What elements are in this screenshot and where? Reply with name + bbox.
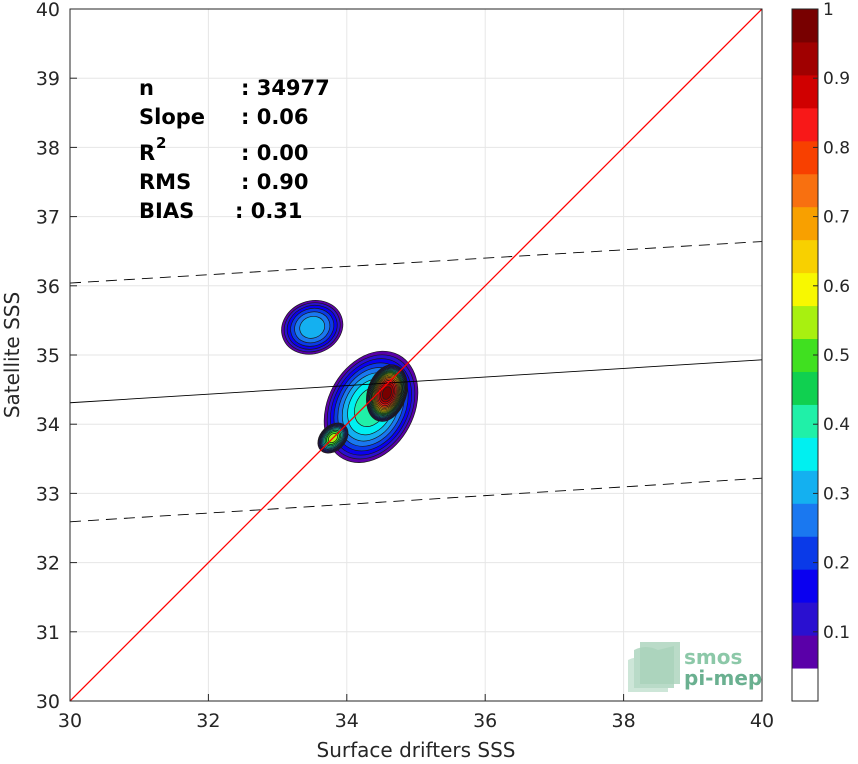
stat-rms-value: : 0.90: [241, 170, 309, 194]
upper-bound-line: [70, 241, 762, 284]
x-axis-label: Surface drifters SSS: [317, 738, 516, 762]
x-tick-label: 36: [473, 710, 497, 732]
smos-pimep-logo: smos pi-mep: [628, 642, 762, 692]
regression-line: [70, 359, 762, 404]
colorbar-segment: [792, 107, 818, 142]
y-tick-label: 30: [36, 691, 60, 713]
y-tick-label: 33: [36, 483, 60, 505]
y-tick-label: 34: [36, 414, 60, 436]
colorbar-tick-label: 0.3: [823, 484, 850, 504]
logo-line1: smos: [684, 645, 742, 669]
stat-bias-value: : 0.31: [235, 199, 303, 223]
colorbar-segment: [792, 272, 818, 307]
colorbar-segment: [792, 74, 818, 109]
colorbar-segment: [792, 503, 818, 537]
reference-lines: [70, 9, 762, 701]
density-blob: [366, 364, 408, 422]
stat-r2-value: : 0.00: [241, 141, 309, 165]
y-tick-label: 35: [36, 345, 60, 367]
colorbar-segment: [792, 635, 818, 669]
y-axis-label: Satellite SSS: [0, 292, 24, 418]
axis-ticks: 30 32 34 36 38 40 30 31 32 33 34 35 36 37 38 39 40: [36, 0, 774, 732]
colorbar-segment: [792, 173, 818, 208]
y-tick-label: 40: [36, 0, 60, 21]
stat-n-key: n: [139, 76, 154, 100]
density-blob: [281, 300, 344, 355]
colorbar-tick-label: 0.4: [823, 415, 850, 435]
colorbar-segment: [792, 371, 818, 405]
logo-line2: pi-mep: [684, 666, 762, 690]
stat-r2-key: R: [139, 141, 155, 165]
stats-box: n : 34977 Slope : 0.06 R 2 : 0.00 RMS : …: [139, 76, 330, 223]
colorbar-segment: [792, 239, 818, 274]
y-tick-label: 39: [36, 68, 60, 90]
x-tick-label: 32: [196, 710, 220, 732]
stat-bias-key: BIAS: [139, 199, 194, 223]
y-tick-label: 32: [36, 553, 60, 575]
colorbar-tick-label: 0.6: [823, 277, 850, 297]
colorbar-segment: [792, 569, 818, 603]
stat-r2-sup: 2: [156, 134, 166, 152]
lower-bound-line: [70, 477, 762, 523]
colorbar-segment: [792, 140, 818, 175]
colorbar-segment: [792, 305, 818, 340]
colorbar-ticks: 0.1 0.2 0.3 0.4 0.5 0.6 0.7 0.8 0.9 1: [813, 0, 850, 643]
y-tick-label: 37: [36, 207, 60, 229]
contour-level: [382, 386, 392, 400]
colorbar-tick-label: 0.1: [823, 623, 850, 643]
grid: [69, 8, 763, 702]
x-tick-label: 30: [58, 710, 82, 732]
stat-n-value: : 34977: [241, 76, 330, 100]
colorbar-tick-label: 0.7: [823, 208, 850, 228]
one-to-one-line: [70, 9, 762, 701]
colorbar-segment: [792, 41, 818, 76]
colorbar-segment: [792, 437, 818, 471]
colorbar-segment: [792, 536, 818, 570]
wave-logo-icon: [628, 642, 680, 692]
stat-rms-key: RMS: [139, 170, 191, 194]
colorbar-tick-label: 0.5: [823, 346, 850, 366]
colorbar-segment: [792, 404, 818, 438]
colorbar-tick-label: 0.9: [823, 69, 850, 89]
colorbar: [791, 8, 819, 702]
colorbar-segment: [792, 9, 818, 43]
colorbar-tick-label: 1: [823, 0, 834, 20]
colorbar-segment: [792, 668, 818, 702]
x-tick-label: 40: [750, 710, 774, 732]
colorbar-segment: [792, 206, 818, 241]
contour-level: [299, 315, 326, 339]
stat-slope-value: : 0.06: [241, 105, 309, 129]
y-tick-label: 31: [36, 622, 60, 644]
colorbar-segment: [792, 470, 818, 504]
stat-slope-key: Slope: [139, 105, 205, 129]
x-tick-label: 34: [335, 710, 359, 732]
y-tick-label: 38: [36, 137, 60, 159]
y-tick-label: 36: [36, 276, 60, 298]
colorbar-tick-label: 0.2: [823, 554, 850, 574]
x-tick-label: 38: [612, 710, 636, 732]
colorbar-segment: [792, 602, 818, 636]
colorbar-tick-label: 0.8: [823, 138, 850, 158]
